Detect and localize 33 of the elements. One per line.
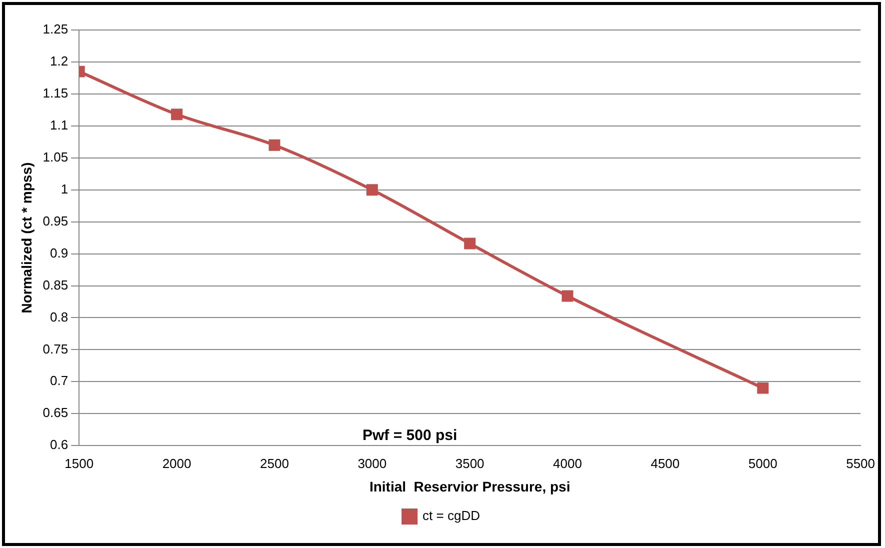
y-tick-label: 1.2 — [50, 54, 68, 69]
x-tick-label: 2000 — [162, 456, 192, 471]
y-tick-label: 1.05 — [42, 149, 68, 164]
y-tick-label: 1.25 — [42, 22, 68, 37]
point — [562, 290, 574, 302]
x-tick-label: 5000 — [748, 456, 778, 471]
y-tick-label: 0.6 — [50, 437, 68, 452]
y-tick-label: 0.75 — [42, 341, 68, 356]
x-tick-label: 2500 — [260, 456, 289, 471]
y-tick-label: 0.95 — [42, 213, 68, 228]
x-tick-label: 3000 — [358, 456, 387, 471]
y-tick-label: 0.7 — [50, 373, 68, 388]
x-tick-label: 3500 — [455, 456, 484, 471]
y-tick-label: 1.15 — [42, 86, 68, 101]
annotation: Pwf = 500 psi — [362, 427, 458, 444]
point — [757, 382, 769, 394]
point — [366, 184, 378, 196]
x-tick-label: 5500 — [846, 456, 875, 471]
y-axis-title: Normalized (ct * mpss) — [18, 162, 34, 314]
y-tick-label: 1.1 — [50, 117, 68, 132]
point — [268, 139, 280, 151]
y-tick-label: 0.85 — [42, 277, 68, 292]
y-tick-label: 0.9 — [50, 245, 68, 260]
point — [464, 238, 476, 250]
x-tick-label: 4000 — [553, 456, 582, 471]
x-tick-label: 4500 — [650, 456, 680, 471]
y-tick-label: 0.8 — [50, 309, 68, 324]
point — [171, 108, 183, 120]
y-tick-label: 1 — [60, 181, 68, 196]
x-tick-label: 1500 — [64, 456, 94, 471]
y-tick-label: 0.65 — [42, 405, 68, 420]
legend-label: ct = cgDD — [422, 508, 480, 524]
x-axis-title: Initial Reservior Pressure, psi — [369, 478, 570, 494]
